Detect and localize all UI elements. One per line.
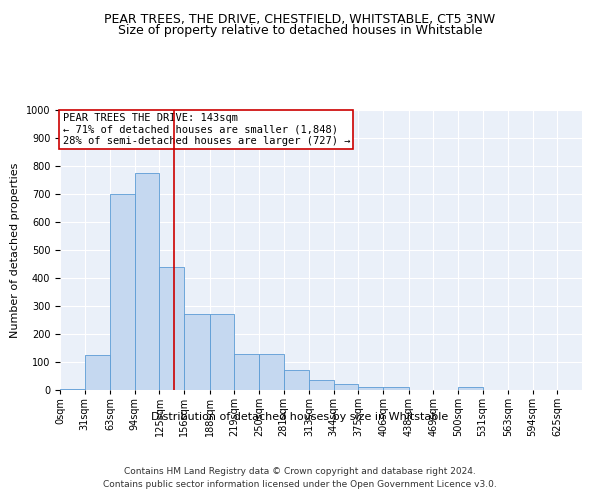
Bar bbox=[259, 354, 284, 390]
Bar bbox=[383, 387, 409, 390]
Bar bbox=[60, 388, 85, 390]
Text: PEAR TREES, THE DRIVE, CHESTFIELD, WHITSTABLE, CT5 3NW: PEAR TREES, THE DRIVE, CHESTFIELD, WHITS… bbox=[104, 12, 496, 26]
Bar bbox=[358, 387, 383, 390]
Text: PEAR TREES THE DRIVE: 143sqm
← 71% of detached houses are smaller (1,848)
28% of: PEAR TREES THE DRIVE: 143sqm ← 71% of de… bbox=[62, 113, 350, 146]
Bar bbox=[458, 387, 482, 390]
Bar bbox=[234, 354, 259, 390]
Text: Size of property relative to detached houses in Whitstable: Size of property relative to detached ho… bbox=[118, 24, 482, 37]
Bar bbox=[309, 380, 334, 390]
Text: Distribution of detached houses by size in Whitstable: Distribution of detached houses by size … bbox=[151, 412, 449, 422]
Text: Contains HM Land Registry data © Crown copyright and database right 2024.: Contains HM Land Registry data © Crown c… bbox=[124, 468, 476, 476]
Text: Contains public sector information licensed under the Open Government Licence v3: Contains public sector information licen… bbox=[103, 480, 497, 489]
Bar bbox=[209, 314, 234, 390]
Bar bbox=[334, 384, 358, 390]
Bar bbox=[110, 194, 135, 390]
Bar bbox=[135, 173, 160, 390]
Bar bbox=[184, 314, 209, 390]
Y-axis label: Number of detached properties: Number of detached properties bbox=[10, 162, 20, 338]
Bar bbox=[160, 267, 184, 390]
Bar bbox=[85, 355, 110, 390]
Bar bbox=[284, 370, 309, 390]
